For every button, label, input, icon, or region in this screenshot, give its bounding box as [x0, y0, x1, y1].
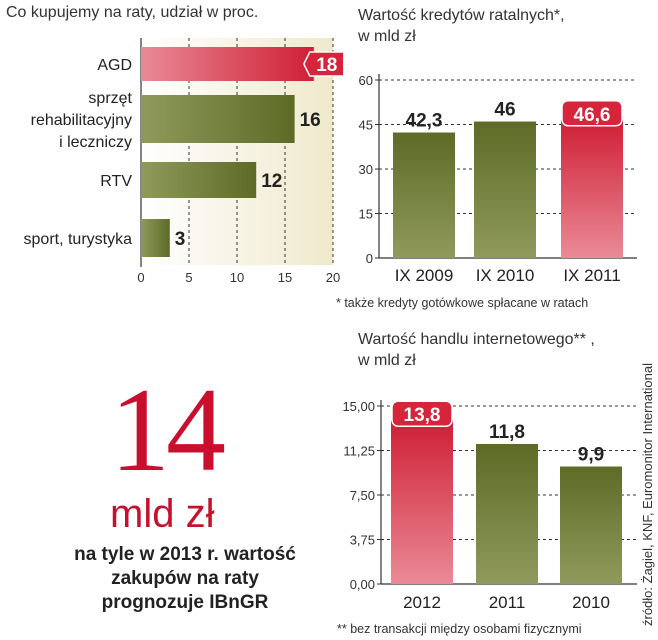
chart3-bar — [560, 466, 622, 584]
chart2-title-line1: Wartość kredytów ratalnych*, — [358, 7, 565, 24]
chart2-y-tick-label: 15 — [359, 207, 373, 222]
chart1-value-badge — [302, 51, 345, 77]
chart1-category-label: i leczniczy — [59, 134, 132, 151]
chart3-category-label: 2010 — [572, 593, 610, 612]
chart2-category-label: IX 2010 — [476, 266, 535, 285]
chart2-category-label: IX 2009 — [395, 266, 454, 285]
chart3-y-tick-label: 0,00 — [350, 577, 375, 592]
callout-text-line2: zakupów na raty — [111, 568, 259, 589]
chart3-category-label: 2012 — [403, 593, 441, 612]
chart2-value-label: 42,3 — [406, 111, 443, 132]
chart1-x-tick-label: 0 — [137, 270, 144, 285]
chart2-bar — [393, 132, 455, 258]
chart3-category-label: 2011 — [489, 593, 526, 612]
chart3-y-tick-label: 15,00 — [342, 399, 375, 414]
chart3-y-tick-label: 3,75 — [350, 533, 375, 548]
callout-number: 14 — [110, 363, 226, 496]
chart2-title-line2: w mld zł — [358, 28, 416, 45]
chart2-value-label: 46 — [494, 100, 515, 121]
chart2-category-label: IX 2011 — [563, 266, 620, 285]
chart1-category-label: sprzęt — [88, 90, 132, 107]
chart2-y-tick-label: 45 — [359, 118, 373, 133]
chart1-bar — [141, 95, 295, 143]
chart1-value-label: 16 — [300, 110, 321, 131]
callout-text-line1: na tyle w 2013 r. wartość — [74, 544, 296, 565]
chart3-value-label: 11,8 — [489, 422, 525, 443]
chart3-value-badge — [391, 400, 453, 427]
chart1-bar — [141, 47, 314, 81]
chart1-category-label: sport, turystyka — [24, 231, 133, 248]
chart3-value-label: 13,8 — [404, 405, 441, 426]
callout-unit: mld zł — [110, 492, 215, 536]
chart3-title-line1: Wartość handlu internetowego** , — [358, 331, 595, 348]
chart1-x-tick-label: 10 — [230, 270, 244, 285]
chart1-title: Co kupujemy na raty, udział w proc. — [6, 4, 259, 21]
chart1-category-label: RTV — [100, 173, 132, 190]
chart1-category-label: AGD — [97, 57, 132, 74]
chart2-y-tick-label: 60 — [359, 73, 373, 88]
chart1-category-label: rehabilitacyjny — [31, 112, 132, 129]
chart1-x-tick-label: 20 — [326, 270, 340, 285]
chart3-y-tick-label: 11,25 — [343, 444, 375, 459]
chart1-value-label: 12 — [261, 171, 282, 192]
chart2-value-badge — [561, 100, 623, 127]
callout-text-line3: prognozuje IBnGR — [101, 592, 269, 613]
chart1-value-label: 3 — [175, 229, 186, 250]
chart3-title-line2: w mld zł — [358, 352, 416, 369]
chart3-y-tick-label: 7,50 — [350, 488, 375, 503]
chart2-y-tick-label: 0 — [366, 251, 373, 266]
chart2-bar — [561, 119, 623, 259]
chart1-x-tick-label: 15 — [278, 270, 292, 285]
chart2-value-label: 46,6 — [574, 105, 611, 126]
chart3-value-label: 9,9 — [578, 445, 604, 466]
chart1-bar — [141, 162, 257, 198]
source-note: źródło: Żagiel, KNF, Euromonitor Interna… — [640, 362, 655, 626]
chart3-bar — [476, 443, 538, 584]
chart2-y-tick-label: 30 — [359, 162, 373, 177]
chart3-bar — [391, 420, 453, 584]
chart2-bar — [474, 121, 536, 259]
chart2-footnote: * także kredyty gotówkowe spłacane w rat… — [336, 296, 589, 310]
chart3-footnote: ** bez transakcji między osobami fizyczn… — [337, 622, 582, 636]
chart1-value-label: 18 — [316, 55, 337, 76]
chart1-bar — [141, 219, 170, 257]
chart1-x-tick-label: 5 — [185, 270, 192, 285]
